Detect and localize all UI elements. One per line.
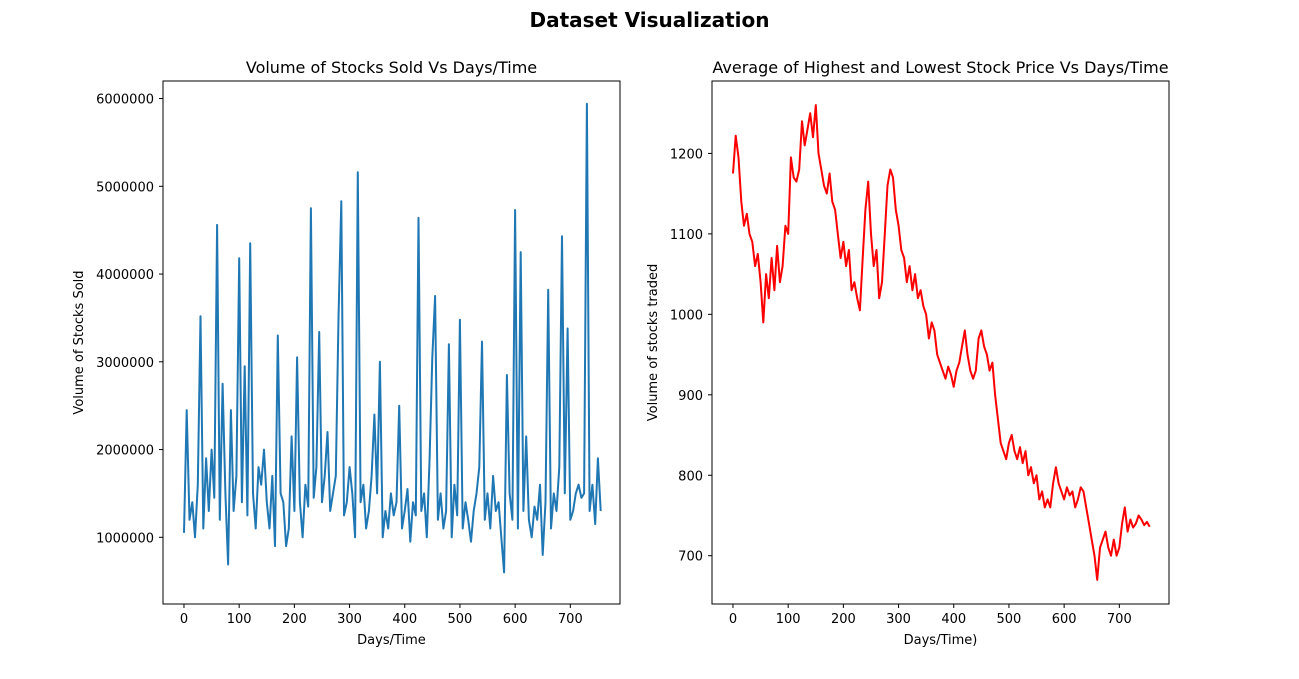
- chart-left: 0 100 200 300 400 500 600 700 1000000 2000000 3000…: [72, 58, 621, 648]
- chart-title: Average of Highest and Lowest Stock Pric…: [712, 58, 1168, 77]
- y-tick-label: 1000: [670, 308, 703, 323]
- x-tick-label: 400: [392, 612, 417, 627]
- series-line-0: [183, 102, 602, 574]
- x-axis-label: Days/Time): [904, 633, 978, 648]
- x-tick-label: 700: [558, 612, 583, 627]
- y-tick-label: 1100: [670, 228, 703, 243]
- x-tick-label: 600: [1052, 612, 1077, 627]
- y-tick-label: 6000000: [96, 93, 154, 108]
- y-tick-label: 2000000: [96, 444, 154, 459]
- series-line-0: [732, 104, 1151, 581]
- x-tick-label: 300: [337, 612, 362, 627]
- y-tick-label: 5000000: [96, 180, 154, 195]
- y-tick-label: 3000000: [96, 356, 154, 371]
- axes-frame: [162, 80, 621, 605]
- x-tick-label: 500: [448, 612, 473, 627]
- x-tick-label: 400: [941, 612, 966, 627]
- chart-right: 0 100 200 300 400 500 600 700 700 800 900 1000 1100 1…: [646, 58, 1170, 648]
- y-tick-label: 1000000: [96, 531, 154, 546]
- x-tick-label: 100: [227, 612, 252, 627]
- figure-title: Dataset Visualization: [529, 8, 770, 32]
- x-tick-label: 200: [831, 612, 856, 627]
- x-tick-label: 0: [180, 612, 188, 627]
- x-tick-label: 500: [997, 612, 1022, 627]
- y-tick-label: 800: [678, 469, 703, 484]
- axes-frame: [711, 80, 1170, 605]
- x-tick-label: 200: [282, 612, 307, 627]
- y-tick-label: 700: [678, 550, 703, 565]
- x-axis-label: Days/Time: [357, 633, 426, 648]
- x-tick-label: 700: [1107, 612, 1132, 627]
- y-axis-label: Volume of Stocks Sold: [72, 270, 87, 414]
- y-tick-label: 1200: [670, 147, 703, 162]
- y-tick-label: 900: [678, 389, 703, 404]
- chart-title: Volume of Stocks Sold Vs Days/Time: [246, 58, 537, 77]
- y-axis-label: Volume of stocks traded: [646, 264, 661, 421]
- x-tick-label: 100: [776, 612, 801, 627]
- x-tick-label: 0: [729, 612, 737, 627]
- x-tick-label: 600: [503, 612, 528, 627]
- x-tick-label: 300: [886, 612, 911, 627]
- y-tick-label: 4000000: [96, 268, 154, 283]
